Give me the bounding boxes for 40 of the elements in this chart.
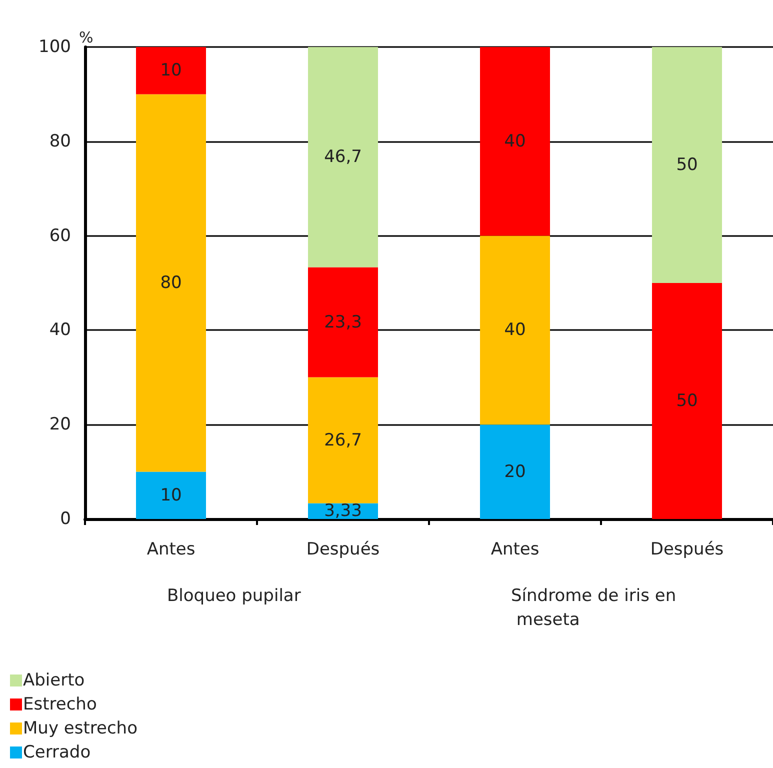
data-label: 20 (504, 462, 526, 482)
data-label: 50 (676, 391, 698, 411)
data-label: 10 (160, 60, 182, 81)
bar (480, 47, 550, 236)
data-label: 46,7 (324, 147, 362, 168)
y-tick-label: 80 (49, 131, 71, 152)
bar (652, 283, 722, 519)
data-label: 50 (676, 155, 698, 175)
y-tick-label: 0 (60, 509, 71, 529)
data-label: 3,33 (324, 501, 362, 522)
text: Síndrome de iris en meseta (511, 586, 676, 630)
data-label: 40 (504, 320, 526, 340)
x-tick-label: Antes (490, 540, 540, 560)
legend-label: Abierto (23, 670, 85, 690)
legend-label: Cerrado (23, 742, 91, 762)
legend-label: Estrecho (23, 694, 97, 714)
y-tick-label: 20 (49, 414, 71, 435)
bar (136, 94, 206, 472)
y-tick-label: 100 (38, 37, 71, 57)
y-tick-label: 40 (49, 320, 71, 340)
y-tick-label: 60 (49, 226, 71, 246)
bar (308, 267, 378, 378)
y-axis-title: % (79, 28, 94, 46)
x-tick-label: Después (650, 540, 724, 560)
bar (136, 472, 206, 519)
data-label: 23,3 (324, 312, 362, 332)
bar (480, 424, 550, 519)
bar (308, 377, 378, 504)
bar (480, 236, 550, 425)
bar (308, 47, 378, 268)
x-tick-label: Después (306, 540, 380, 560)
data-label: 40 (504, 131, 526, 152)
data-label: 10 (160, 485, 182, 506)
text: Bloqueo pupilar (167, 586, 301, 606)
data-label: 26,7 (324, 430, 362, 450)
legend-label: Muy estrecho (23, 718, 138, 738)
x-tick-label: Antes (146, 540, 196, 560)
bar (136, 47, 206, 94)
bar (652, 47, 722, 283)
data-label: 80 (160, 273, 182, 293)
